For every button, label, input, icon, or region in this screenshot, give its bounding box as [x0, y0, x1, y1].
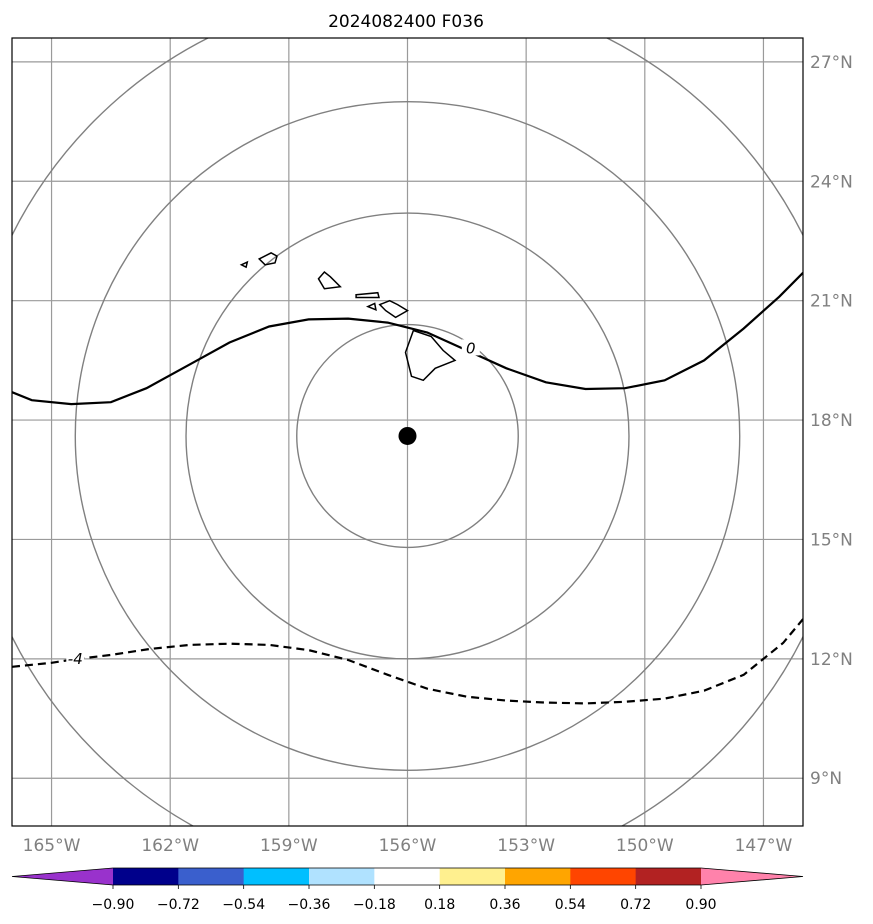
lat-tick-label: 12°N	[810, 650, 853, 670]
contour-line-1	[12, 272, 803, 406]
colorbar-tick-label: −0.72	[157, 897, 200, 913]
colorbar-segment	[505, 868, 571, 885]
map-panel: 0 -4	[11, 37, 804, 827]
colorbar-tick-label: 0.18	[424, 897, 455, 913]
center-point-marker	[398, 426, 417, 445]
colorbar-tick-label: 0.54	[555, 897, 586, 913]
contour-line-2	[12, 618, 803, 705]
lon-tick-label: 156°W	[379, 836, 437, 856]
colorbar-extend-high	[701, 868, 803, 885]
contour-label-bg	[66, 650, 85, 667]
range-ring-1	[296, 323, 519, 549]
lon-tick-label: 147°W	[735, 836, 793, 856]
lon-tick-label: 150°W	[616, 836, 674, 856]
lat-tick-label: 15°N	[810, 530, 853, 550]
colorbar-tick-label: −0.36	[288, 897, 331, 913]
lon-tick-label: 162°W	[141, 836, 199, 856]
island-maui	[378, 299, 409, 319]
colorbar-tick-label: −0.18	[353, 897, 396, 913]
lat-tick-label: 21°N	[810, 292, 853, 312]
map-frame	[11, 37, 804, 827]
island-oahu	[317, 270, 342, 290]
colorbar-segment	[243, 868, 310, 885]
contour-label: 0	[466, 339, 476, 357]
colorbar-segment	[439, 868, 506, 885]
range-rings	[12, 38, 803, 826]
axis-tick-labels: 165°W 162°W 159°W 156°W 153°W 150°W 147°W 9°N 12…	[23, 53, 853, 856]
lat-tick-label: 18°N	[810, 411, 853, 431]
island-lanai	[365, 302, 377, 312]
colorbar-segment	[570, 868, 637, 885]
colorbar-segment	[374, 868, 441, 885]
colorbar-tick-label: −0.54	[222, 897, 265, 913]
map-title: 2024082400 F036	[328, 12, 484, 32]
colorbar-segment	[113, 868, 179, 885]
colorbar-segment	[309, 868, 375, 885]
contours: 0 -4	[12, 272, 803, 705]
island-molokai	[355, 291, 380, 299]
colorbar-tick-label: 0.36	[489, 897, 520, 913]
colorbar-segment	[178, 868, 245, 885]
contour-label: -4	[68, 650, 83, 668]
colorbar-tick-label: 0.72	[620, 897, 651, 913]
colorbar-tick-label: −0.90	[92, 897, 135, 913]
lat-tick-label: 27°N	[810, 53, 853, 73]
colorbar: −0.90 −0.72 −0.54 −0.36 −0.18 0.18 0.36 0.54 0.7…	[11, 867, 804, 913]
range-ring-2	[185, 212, 630, 660]
lon-tick-label: 165°W	[23, 836, 81, 856]
island-niihau	[239, 260, 249, 269]
island-kauai	[257, 252, 278, 266]
graticule	[12, 38, 803, 826]
colorbar-segment	[635, 868, 702, 885]
lon-tick-label: 159°W	[260, 836, 318, 856]
colorbar-extend-low	[12, 868, 113, 885]
island-hawaii	[404, 329, 457, 382]
lat-tick-label: 9°N	[810, 769, 842, 789]
range-ring-3	[74, 100, 741, 771]
lat-tick-label: 24°N	[810, 172, 853, 192]
contour-label-bg	[461, 339, 480, 356]
lon-tick-label: 153°W	[497, 836, 555, 856]
colorbar-tick-label: 0.90	[685, 897, 716, 913]
center-marker	[398, 426, 417, 445]
